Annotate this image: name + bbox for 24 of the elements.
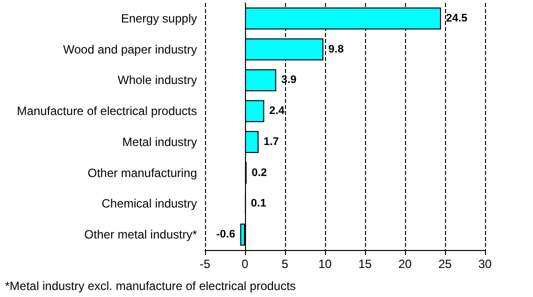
data-label: 9.8 — [328, 43, 344, 56]
x-tick-label: -5 — [200, 257, 211, 271]
x-tick-label: 20 — [398, 257, 412, 271]
data-label: 0.1 — [250, 198, 266, 210]
x-tick-label: 30 — [478, 257, 492, 271]
data-label: 1.7 — [264, 136, 279, 148]
data-label: 0.2 — [252, 166, 267, 179]
x-tick-label: 0 — [242, 257, 249, 271]
x-tick-label: 5 — [282, 257, 289, 271]
y-tick-label: Metal industry — [122, 134, 197, 149]
data-label: 24.5 — [446, 12, 468, 24]
data-label: -0.6 — [216, 228, 236, 241]
y-tick-label: Manufacture of electrical products — [16, 104, 197, 118]
y-tick-label: Other metal industry* — [84, 228, 198, 242]
y-tick-label: Wood and paper industry — [63, 42, 197, 56]
y-tick-label: Energy supply — [120, 11, 197, 26]
text: *Metal industry excl. manufacture of electrical products — [5, 279, 296, 293]
x-tick-label: 10 — [318, 257, 332, 271]
y-tick-label: Whole industry — [118, 73, 197, 88]
y-tick-label: Other manufacturing — [88, 166, 197, 180]
y-tick-label: Chemical industry — [102, 196, 197, 211]
data-label: 2.4 — [269, 105, 286, 118]
x-tick-label: 25 — [438, 257, 452, 271]
x-tick-label: 15 — [358, 257, 372, 271]
